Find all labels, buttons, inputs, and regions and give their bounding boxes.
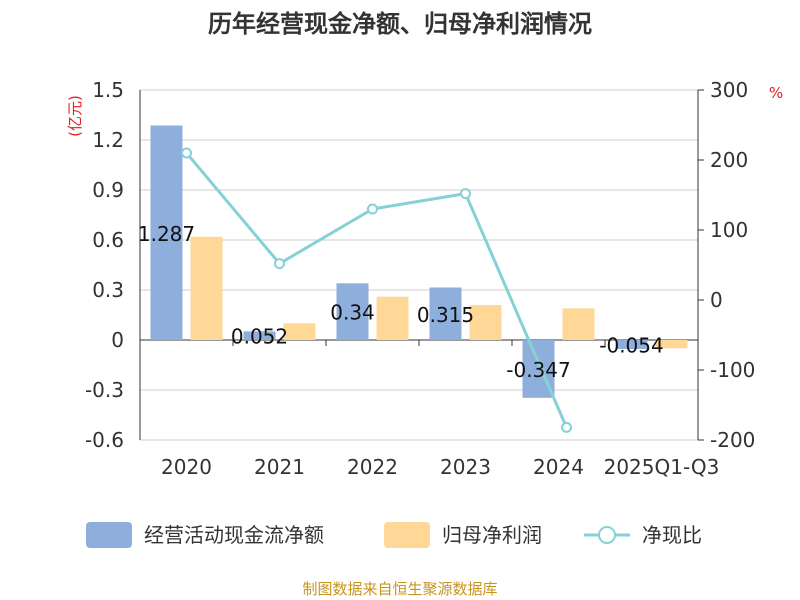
axes: 1.5 1.2 0.9 0.6 0.3 0 -0.3 -0.6 300 200 100 0 -100 -2… — [85, 78, 755, 479]
cashflow-data-label: -0.347 — [506, 358, 570, 382]
legend: 经营活动现金流净额 归母净利润 净现比 — [86, 522, 702, 548]
y-right-tick-label: 200 — [710, 148, 748, 172]
y-left-tick-label: 0.3 — [92, 278, 124, 302]
cashflow-data-label: 0.052 — [231, 325, 288, 349]
x-tick-label: 2021 — [254, 455, 305, 479]
x-tick-label: 2025Q1-Q3 — [604, 455, 720, 479]
y-right-tick-label: -100 — [710, 358, 755, 382]
net-profit-bar — [655, 340, 688, 349]
x-tick-label: 2020 — [161, 455, 212, 479]
net-profit-bar — [562, 308, 595, 340]
cashflow-bar — [429, 287, 462, 340]
gridlines — [140, 89, 698, 441]
chart-title: 历年经营现金净额、归母净利润情况 — [208, 10, 592, 38]
ratio-line-point — [460, 188, 471, 200]
net-profit-bar — [376, 296, 409, 340]
ratio-line-point — [181, 147, 192, 159]
left-axis-unit: (亿元) — [66, 95, 84, 137]
right-axis-unit: % — [769, 84, 783, 102]
cashflow-bar — [336, 283, 369, 340]
y-left-tick-label: 1.5 — [92, 78, 124, 102]
y-left-tick-label: 0.9 — [92, 178, 124, 202]
cashflow-bar — [243, 331, 276, 340]
cashflow-data-label: -0.054 — [599, 334, 663, 358]
net-profit-bar — [469, 305, 502, 340]
legend-label-cashflow: 经营活动现金流净额 — [144, 523, 324, 547]
y-left-tick-label: 0.6 — [92, 228, 124, 252]
y-left-tick-label: -0.6 — [85, 428, 124, 452]
ratio-line-point — [274, 258, 285, 270]
y-right-tick-label: 0 — [710, 288, 723, 312]
y-right-tick-label: -200 — [710, 428, 755, 452]
cashflow-data-label: 0.34 — [330, 301, 375, 325]
y-left-tick-label: -0.3 — [85, 378, 124, 402]
net-profit-bar — [190, 236, 223, 340]
cashflow-bar — [150, 125, 183, 340]
y-right-tick-label: 100 — [710, 218, 748, 242]
legend-swatch-cashflow — [86, 522, 132, 548]
ratio-line-point — [561, 421, 572, 433]
legend-label-net-profit: 归母净利润 — [442, 523, 542, 547]
x-tick-label: 2022 — [347, 455, 398, 479]
cashflow-data-label: 0.315 — [417, 303, 474, 327]
source-note: 制图数据来自恒生聚源数据库 — [302, 580, 497, 598]
y-left-tick-label: 1.2 — [92, 128, 124, 152]
legend-swatch-net-profit — [384, 522, 430, 548]
legend-swatch-ratio-marker — [598, 526, 616, 544]
legend-label-ratio: 净现比 — [642, 523, 702, 547]
data-labels: 1.287 0.052 0.34 0.315 -0.347 -0.054 — [138, 222, 664, 382]
cashflow-data-label: 1.287 — [138, 222, 195, 246]
cashflow-bar — [615, 340, 648, 349]
y-right-tick-label: 300 — [710, 78, 748, 102]
ratio-line-point — [367, 203, 378, 215]
x-tick-label: 2023 — [440, 455, 491, 479]
net-profit-bar — [283, 323, 316, 340]
x-tick-label: 2024 — [533, 455, 584, 479]
y-left-tick-label: 0 — [111, 328, 124, 352]
bars — [150, 125, 688, 398]
ratio-line — [181, 147, 572, 433]
